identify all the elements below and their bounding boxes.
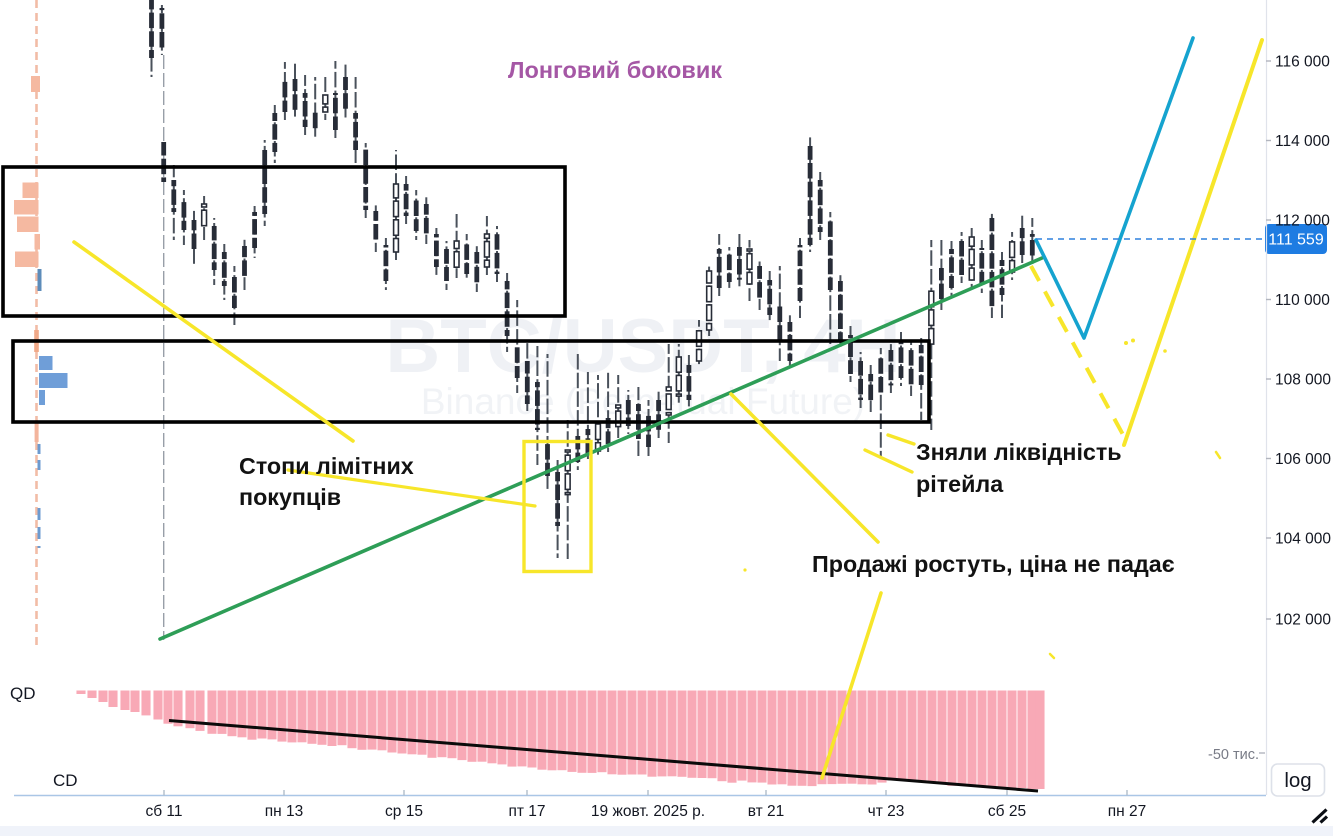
svg-text:114 000: 114 000 xyxy=(1275,133,1330,150)
svg-text:CD: CD xyxy=(53,771,78,790)
svg-text:110 000: 110 000 xyxy=(1275,292,1330,309)
svg-text:111 559: 111 559 xyxy=(1268,232,1324,249)
svg-text:Стопи лімітних: Стопи лімітних xyxy=(239,453,414,479)
svg-text:Лонговий боковик: Лонговий боковик xyxy=(508,57,722,83)
svg-text:108 000: 108 000 xyxy=(1275,372,1331,389)
svg-text:104 000: 104 000 xyxy=(1275,531,1331,548)
svg-text:пт 17: пт 17 xyxy=(508,803,545,820)
svg-text:покупців: покупців xyxy=(239,484,341,510)
svg-text:19 жовт. 2025 р.: 19 жовт. 2025 р. xyxy=(591,803,705,820)
svg-text:-50 тис.: -50 тис. xyxy=(1208,747,1259,763)
svg-text:102 000: 102 000 xyxy=(1275,612,1331,629)
svg-text:сб 11: сб 11 xyxy=(145,803,182,820)
svg-text:Продажі ростуть, ціна не падає: Продажі ростуть, ціна не падає xyxy=(812,551,1175,577)
svg-text:QD: QD xyxy=(10,684,36,703)
svg-text:Binance (Perpetual Future): Binance (Perpetual Future) xyxy=(421,381,865,422)
svg-text:чт 23: чт 23 xyxy=(868,803,905,820)
svg-text:ср 15: ср 15 xyxy=(385,803,423,820)
svg-text:112 000: 112 000 xyxy=(1275,213,1330,230)
svg-text:106 000: 106 000 xyxy=(1275,451,1331,468)
svg-text:вт 21: вт 21 xyxy=(748,803,785,820)
svg-text:BTC/USDT, 4H: BTC/USDT, 4H xyxy=(385,304,900,389)
svg-text:рітейла: рітейла xyxy=(916,471,1004,497)
svg-text:log: log xyxy=(1284,769,1311,792)
svg-text:Зняли ліквідність: Зняли ліквідність xyxy=(916,439,1122,465)
svg-text:сб 25: сб 25 xyxy=(988,803,1026,820)
svg-text:116 000: 116 000 xyxy=(1275,54,1330,71)
svg-text:пн 13: пн 13 xyxy=(265,803,304,820)
svg-text:пн 27: пн 27 xyxy=(1108,803,1147,820)
